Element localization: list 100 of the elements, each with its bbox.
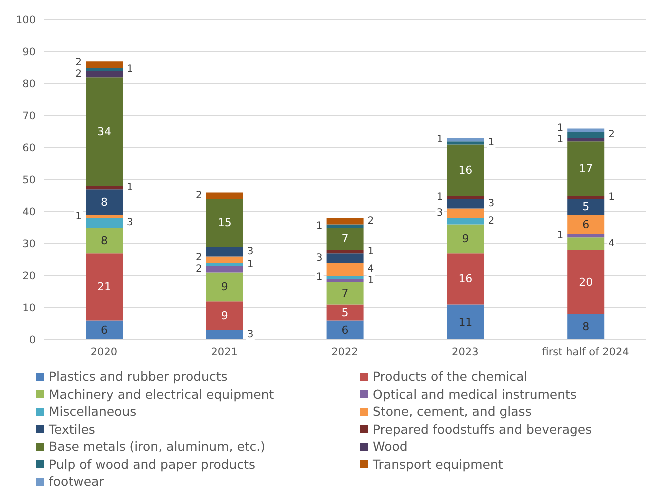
legend-label: Prepared foodstuffs and beverages — [373, 422, 592, 437]
bar — [326, 304, 364, 321]
legend-label: Stone, cement, and glass — [373, 404, 532, 420]
bar — [326, 218, 364, 225]
bar — [86, 62, 123, 68]
legend-label: Pulp of wood and paper products — [49, 456, 256, 472]
data-label: 2 — [76, 57, 82, 68]
bar — [447, 224, 484, 254]
data-label: 2 — [368, 216, 374, 228]
data-label: 1 — [436, 134, 444, 146]
data-label: 2 — [196, 190, 202, 202]
legend-label: Wood — [373, 439, 408, 454]
bar — [326, 282, 364, 305]
data-label: 20 — [579, 276, 594, 289]
data-label: 8 — [582, 320, 590, 334]
bar — [206, 247, 244, 257]
y-tick-label: 70 — [22, 110, 36, 123]
data-label: 1 — [368, 246, 374, 258]
legend-label: Textiles — [49, 422, 96, 437]
bar — [326, 254, 364, 264]
bar — [326, 276, 364, 280]
bar — [447, 196, 484, 200]
bar — [86, 68, 123, 72]
bar — [326, 250, 364, 254]
data-label: 17 — [579, 162, 594, 176]
data-label: 2 — [196, 264, 202, 276]
bar — [86, 215, 123, 218]
bar — [568, 142, 605, 196]
data-label: 15 — [218, 216, 232, 230]
y-tick-label: 20 — [22, 270, 36, 283]
data-label: 1 — [557, 123, 564, 134]
bar — [326, 279, 364, 282]
data-label: 16 — [458, 164, 473, 177]
bar — [86, 71, 123, 78]
legend-label: Optical and medical instruments — [373, 386, 577, 402]
bar — [86, 218, 123, 228]
data-label: 4 — [608, 238, 615, 250]
data-label: 3 — [247, 246, 254, 258]
bar — [568, 196, 605, 200]
bar — [206, 263, 244, 266]
legend-label: Base metals (iron, aluminum, etc.) — [49, 439, 266, 454]
bar — [568, 238, 605, 250]
y-tick-label: 30 — [22, 238, 36, 251]
data-label: 3 — [316, 252, 323, 264]
legend-label: Plastics and rubber products — [49, 369, 228, 384]
bar — [326, 224, 364, 228]
data-label: 2 — [488, 216, 495, 228]
data-label: 1 — [247, 259, 254, 270]
bar — [86, 78, 123, 186]
legend-label: Transport equipment — [373, 456, 504, 472]
bar — [206, 330, 244, 340]
data-label: 3 — [436, 208, 444, 220]
data-label: 6 — [342, 324, 349, 337]
legend-label: Miscellaneous — [49, 404, 137, 420]
data-label: 1 — [316, 272, 323, 284]
bar — [206, 256, 244, 264]
data-label: 9 — [221, 280, 228, 294]
data-label: 1 — [368, 275, 374, 286]
bar — [326, 320, 364, 340]
bar — [86, 320, 123, 340]
bar — [206, 192, 244, 200]
bar — [447, 218, 484, 225]
x-tick-label: 2020 — [90, 346, 118, 358]
bar — [447, 304, 484, 340]
data-label: 1 — [127, 182, 134, 194]
data-label: 9 — [462, 232, 470, 246]
data-label: 2 — [608, 130, 615, 141]
bar — [568, 132, 605, 138]
bar — [568, 215, 605, 234]
data-label: 1 — [608, 192, 615, 204]
data-label: 1 — [557, 134, 564, 146]
y-tick-label: 90 — [22, 46, 36, 59]
bar — [86, 228, 123, 254]
x-tick-label: 2021 — [211, 346, 238, 358]
bar — [206, 302, 244, 330]
data-label: 34 — [98, 126, 112, 138]
bar — [326, 263, 364, 276]
data-label: 1 — [557, 230, 564, 242]
bar — [206, 266, 244, 273]
data-label: 2 — [76, 68, 82, 80]
legend-label: Machinery and electrical equipment — [49, 386, 274, 402]
data-label: 11 — [458, 316, 473, 329]
data-label: 5 — [582, 200, 590, 214]
data-label: 5 — [342, 306, 349, 320]
bar — [206, 199, 244, 248]
bar — [447, 208, 484, 218]
data-label: 1 — [316, 220, 323, 232]
bar — [568, 138, 605, 142]
data-label: 16 — [458, 272, 473, 286]
y-tick-label: 100 — [16, 14, 36, 27]
legend-label: footwear — [49, 474, 104, 490]
bar — [86, 254, 123, 321]
bar — [86, 190, 123, 216]
data-label: 3 — [127, 218, 134, 229]
data-label: 2 — [196, 252, 202, 264]
data-label: 1 — [488, 138, 495, 149]
bar — [447, 254, 484, 305]
data-label: 9 — [221, 310, 228, 322]
x-tick-label: 2023 — [452, 346, 479, 358]
bar — [447, 199, 484, 209]
